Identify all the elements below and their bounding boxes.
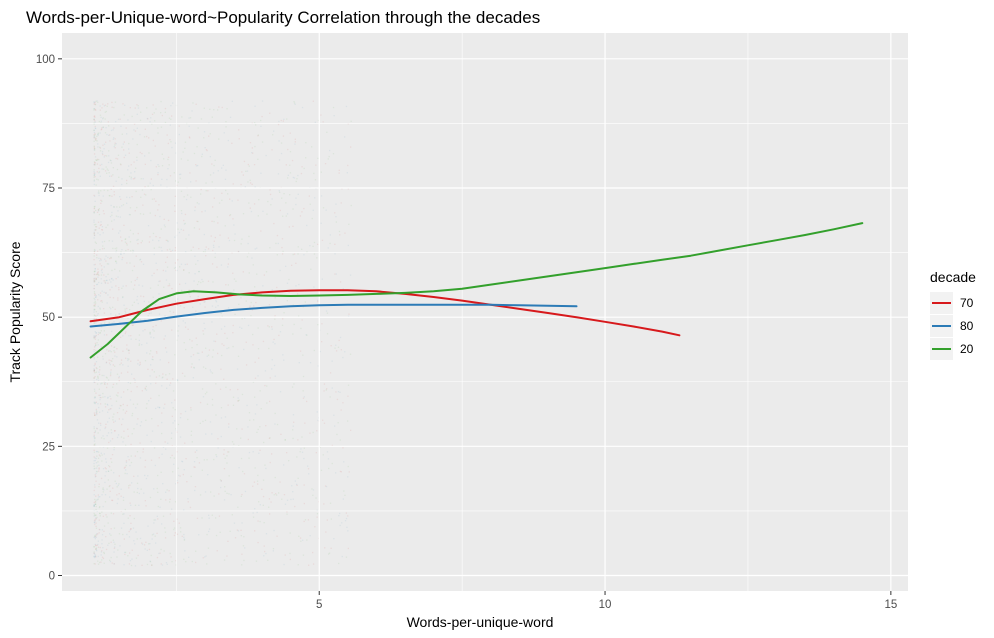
y-tick-label: 0 [49, 571, 55, 583]
legend-title: decade [930, 269, 976, 285]
series-lines [89, 222, 864, 359]
y-tick-label: 50 [42, 312, 55, 324]
x-tick-label: 15 [884, 599, 897, 611]
y-axis-title: Track Popularity Score [7, 241, 23, 382]
x-axis-title: Words-per-unique-word [407, 614, 554, 630]
legend-label-80: 80 [960, 319, 974, 333]
x-tick-label: 5 [316, 599, 322, 611]
x-axis-ticks: 5 10 15 [316, 591, 897, 611]
scatter-cloud [93, 100, 352, 567]
legend-label-20: 20 [960, 342, 974, 356]
y-axis-ticks: 0 25 50 75 100 [36, 54, 62, 583]
grid-major [62, 33, 908, 591]
legend-label-70: 70 [960, 296, 974, 310]
y-tick-label: 25 [42, 441, 55, 453]
series-line-20 [89, 222, 864, 359]
legend: decade 70 80 20 [930, 269, 976, 360]
y-tick-label: 100 [36, 54, 55, 66]
plot-panel [62, 33, 908, 591]
grid-minor [62, 33, 908, 591]
series-line-80 [89, 303, 578, 328]
y-tick-label: 75 [42, 183, 55, 195]
x-tick-label: 10 [599, 599, 612, 611]
chart-title: Words-per-Unique-word~Popularity Correla… [26, 8, 540, 27]
